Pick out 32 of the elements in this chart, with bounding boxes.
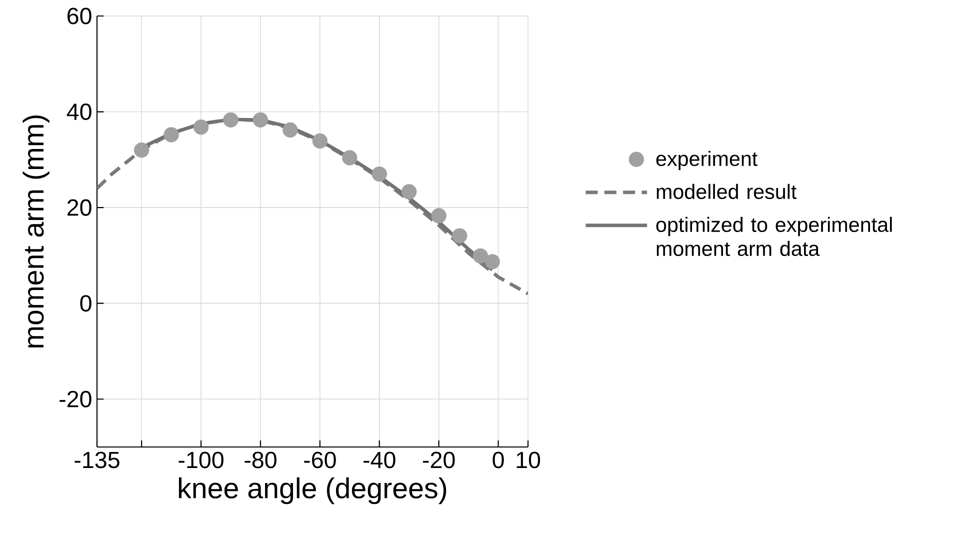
legend-label: modelled result: [656, 184, 797, 200]
x-axis-title: knee angle (degrees): [178, 477, 446, 504]
y-tick-label: 40: [66, 104, 92, 120]
point: [164, 127, 179, 142]
point: [372, 166, 387, 182]
point: [282, 122, 298, 138]
y-axis-title: moment arm (mm): [22, 115, 50, 348]
y-tick-label: 60: [68, 8, 92, 24]
x-tick-label: 10: [516, 452, 540, 468]
point: [402, 184, 417, 200]
x-tick-label: -40: [364, 452, 396, 468]
point: [252, 112, 268, 128]
x-tick-label: -100: [178, 452, 224, 468]
point: [134, 142, 150, 158]
x-tick-label: -60: [304, 452, 336, 468]
point: [342, 150, 358, 166]
legend-label: experiment: [656, 150, 758, 170]
y-tick-label: -20: [60, 390, 92, 408]
y-tick-label: 20: [68, 199, 92, 216]
point: [312, 133, 328, 149]
point: [472, 248, 488, 264]
legend-label: optimized to experimental moment arm data: [656, 216, 892, 256]
point: [484, 254, 500, 270]
x-tick-label: 0: [492, 452, 504, 468]
x-tick-label: -20: [423, 452, 455, 468]
point: [223, 112, 238, 128]
point: [452, 228, 468, 244]
point: [431, 208, 446, 224]
x-tick-label: -80: [244, 452, 276, 468]
point: [193, 120, 209, 135]
y-tick-label: 0: [80, 295, 92, 312]
x-tick-label: -135: [74, 452, 120, 468]
